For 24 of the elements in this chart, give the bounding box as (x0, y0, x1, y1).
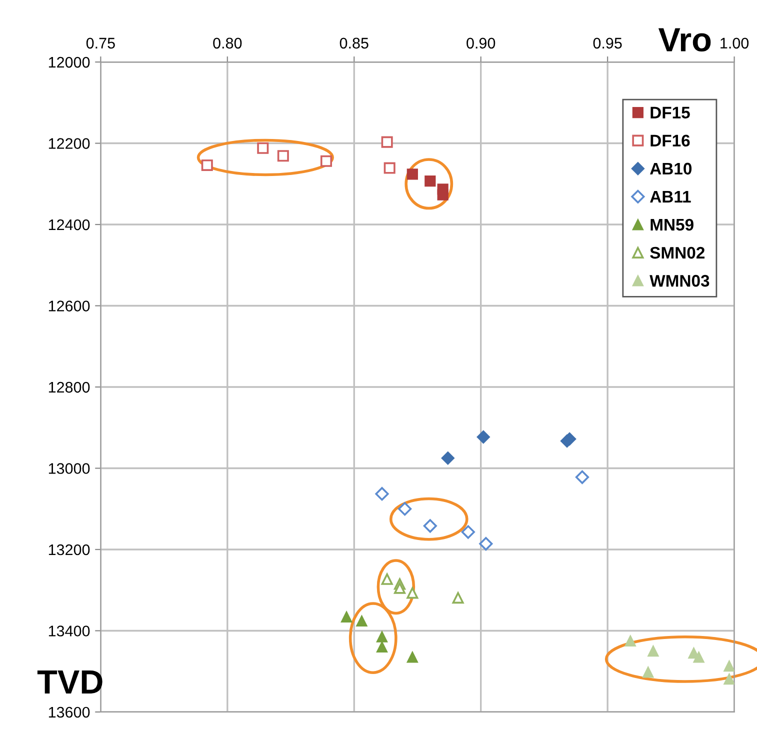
legend-label: MN59 (650, 218, 694, 231)
legend-label: DF16 (650, 134, 690, 147)
legend-label: DF15 (650, 106, 690, 119)
y-tick-label: 13600 (48, 706, 90, 718)
x-tick-label: 0.95 (593, 38, 622, 49)
x-tick-label: 0.80 (213, 38, 242, 49)
legend-label: WMN03 (650, 274, 710, 287)
y-tick-label: 13200 (48, 544, 90, 556)
y-tick-label: 12000 (48, 56, 90, 68)
y-axis-title: TVD (37, 670, 102, 694)
y-tick-label: 12400 (48, 219, 90, 230)
x-tick-label: 0.90 (466, 38, 496, 49)
y-tick-label: 12600 (48, 300, 90, 312)
y-tick-label: 13400 (48, 626, 90, 636)
legend-label: AB11 (650, 190, 691, 202)
legend-label: AB10 (650, 162, 692, 175)
y-tick-label: 12200 (48, 138, 90, 149)
x-tick-label: 0.75 (86, 38, 115, 49)
y-tick-label: 12800 (48, 382, 90, 393)
y-tick-label: 13000 (48, 463, 90, 474)
x-axis-title: Vro (658, 28, 711, 52)
x-tick-label: 0.85 (340, 38, 368, 49)
legend-label: SMN02 (650, 246, 705, 259)
x-tick-label: 1.00 (720, 38, 749, 49)
